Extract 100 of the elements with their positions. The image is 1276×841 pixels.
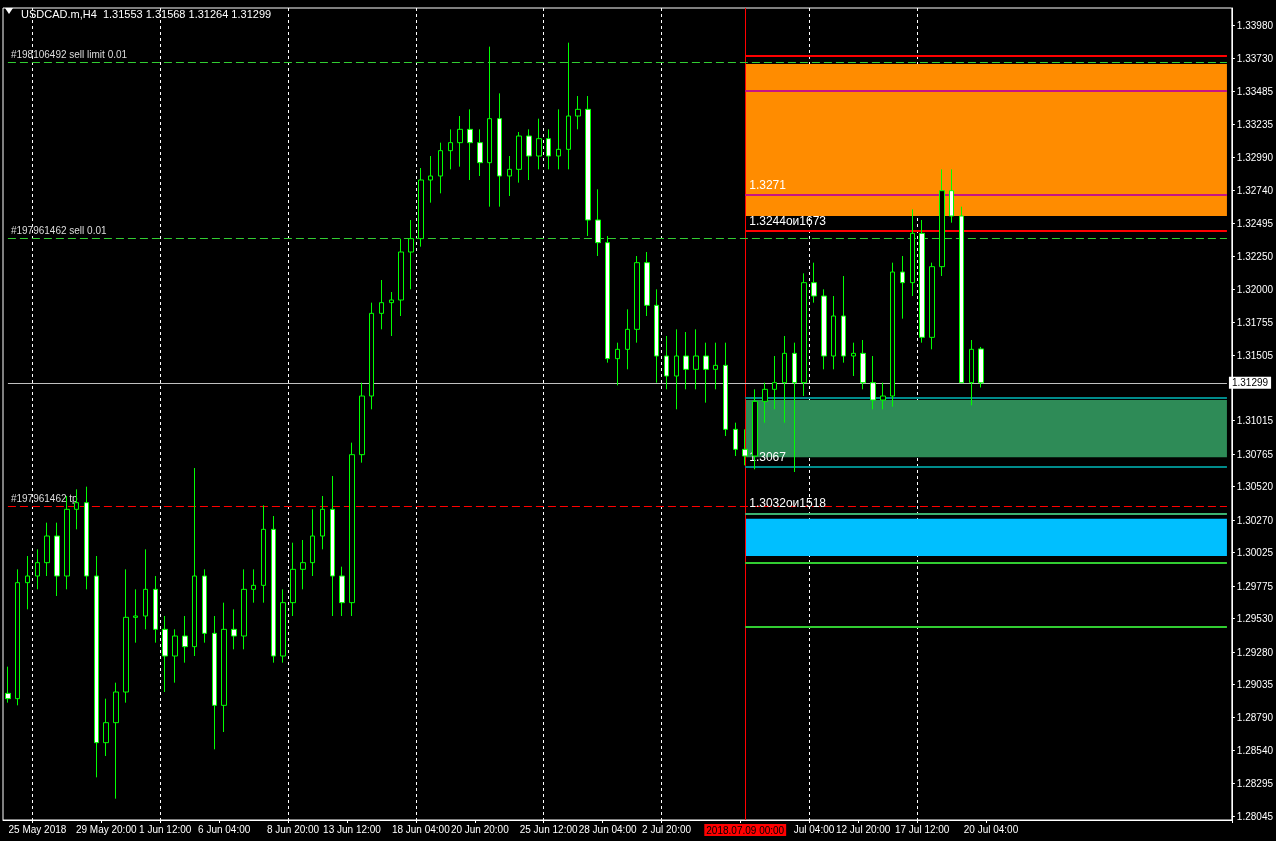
y-tick-label: 1.28540 bbox=[1236, 745, 1274, 757]
y-tick-label: 1.29530 bbox=[1236, 613, 1274, 625]
candlestick bbox=[625, 308, 630, 370]
y-tick-label: 1.33730 bbox=[1236, 53, 1274, 65]
candlestick bbox=[369, 302, 374, 410]
candlestick bbox=[644, 251, 650, 317]
y-tick-label: 1.32990 bbox=[1236, 151, 1274, 163]
candlestick bbox=[880, 382, 886, 410]
candlestick bbox=[703, 342, 709, 404]
candlestick bbox=[280, 588, 286, 664]
candlestick bbox=[585, 95, 591, 237]
candlestick bbox=[113, 682, 119, 800]
x-tick-label: 2 Jul 20:00 bbox=[642, 823, 692, 835]
candlestick bbox=[841, 275, 846, 364]
candlestick bbox=[35, 548, 40, 590]
candlestick bbox=[408, 219, 414, 290]
candlestick bbox=[566, 42, 571, 170]
ref-line-label: #197961462 sell 0.01 bbox=[10, 225, 107, 237]
candlestick bbox=[634, 255, 640, 344]
y-tick-label: 1.31755 bbox=[1236, 316, 1274, 328]
candlestick bbox=[969, 339, 974, 406]
x-tick-label: 13 Jun 12:00 bbox=[323, 823, 382, 835]
candlestick bbox=[212, 615, 217, 750]
candlestick bbox=[674, 328, 679, 410]
candlestick bbox=[457, 115, 463, 168]
ref-line-label: 1.31299 bbox=[1231, 377, 1269, 389]
candlestick bbox=[978, 346, 984, 388]
candlestick bbox=[320, 495, 325, 550]
candlestick bbox=[477, 128, 483, 177]
candlestick bbox=[172, 628, 178, 684]
y-tick-label: 1.33235 bbox=[1236, 119, 1274, 131]
candlestick bbox=[467, 108, 473, 181]
candlestick bbox=[251, 568, 256, 604]
candlestick bbox=[831, 295, 836, 370]
candlestick bbox=[792, 342, 797, 473]
candlestick bbox=[359, 382, 365, 464]
candlestick bbox=[575, 95, 581, 130]
candlestick bbox=[507, 155, 512, 197]
y-tick-label: 1.29775 bbox=[1236, 580, 1274, 592]
candlestick bbox=[310, 508, 315, 577]
candlestick bbox=[516, 131, 522, 184]
candlestick bbox=[428, 155, 433, 204]
y-tick-label: 1.30520 bbox=[1236, 481, 1274, 493]
candlestick bbox=[949, 168, 954, 224]
x-tick-label: 20 Jun 20:00 bbox=[450, 823, 510, 835]
y-tick-label: 1.32495 bbox=[1236, 217, 1274, 229]
candlestick bbox=[546, 128, 551, 170]
y-tick-label: 1.31015 bbox=[1236, 415, 1274, 427]
candlestick bbox=[782, 335, 787, 424]
candlestick bbox=[683, 331, 689, 390]
candlestick bbox=[339, 566, 345, 617]
x-tick-label: 25 Jun 12:00 bbox=[519, 823, 578, 835]
candlestick bbox=[153, 575, 158, 644]
candlestick bbox=[801, 272, 807, 397]
candlestick bbox=[851, 342, 856, 377]
candlestick bbox=[742, 428, 748, 466]
candlestick bbox=[241, 568, 247, 650]
candlestick bbox=[5, 666, 11, 704]
candlestick bbox=[910, 208, 915, 297]
candlestick bbox=[605, 235, 610, 364]
candlestick bbox=[54, 522, 60, 597]
candlestick bbox=[221, 602, 227, 733]
candlestick bbox=[182, 615, 188, 664]
candlestick bbox=[900, 255, 905, 320]
candlestick bbox=[389, 291, 394, 337]
candlestick bbox=[271, 515, 276, 664]
x-tick-label: 8 Jun 20:00 bbox=[266, 823, 320, 835]
y-tick-label: 1.33485 bbox=[1236, 85, 1274, 97]
y-tick-label: 1.28790 bbox=[1236, 711, 1274, 723]
y-tick-label: 1.28045 bbox=[1236, 811, 1274, 823]
candlestick bbox=[929, 262, 935, 350]
candlestick bbox=[25, 555, 30, 610]
x-tick-label: Jul 04:00 bbox=[793, 823, 835, 835]
candlestick bbox=[290, 542, 296, 617]
candlestick bbox=[772, 355, 777, 410]
candlestick bbox=[123, 568, 129, 704]
candlestick bbox=[890, 262, 895, 408]
candlestick bbox=[713, 342, 718, 390]
candlestick bbox=[556, 108, 561, 170]
ref-line-label: 1.3271 bbox=[749, 177, 787, 192]
candlestick bbox=[723, 342, 728, 437]
candlestick bbox=[398, 238, 404, 317]
chart-title: USDCAD.m,H4 1.31553 1.31568 1.31264 1.31299 bbox=[21, 7, 272, 20]
candlestick bbox=[733, 422, 738, 457]
x-tick-label: 2018.07.09 00:00 bbox=[706, 824, 785, 836]
candlestick bbox=[143, 548, 148, 630]
candlestick bbox=[94, 555, 99, 778]
candlestick bbox=[448, 128, 453, 170]
x-tick-label: 25 May 2018 bbox=[8, 823, 67, 835]
candlestick bbox=[231, 608, 237, 650]
candlestick bbox=[44, 522, 50, 577]
candlestick bbox=[15, 568, 20, 706]
x-tick-label: 12 Jul 20:00 bbox=[835, 823, 891, 835]
candlestick bbox=[487, 46, 492, 208]
x-tick-label: 1 Jun 12:00 bbox=[139, 823, 192, 835]
y-tick-label: 1.29035 bbox=[1236, 679, 1274, 691]
candlestick bbox=[74, 488, 79, 530]
candlestick bbox=[654, 288, 659, 384]
candlestick bbox=[84, 486, 89, 590]
candlestick bbox=[64, 495, 70, 590]
